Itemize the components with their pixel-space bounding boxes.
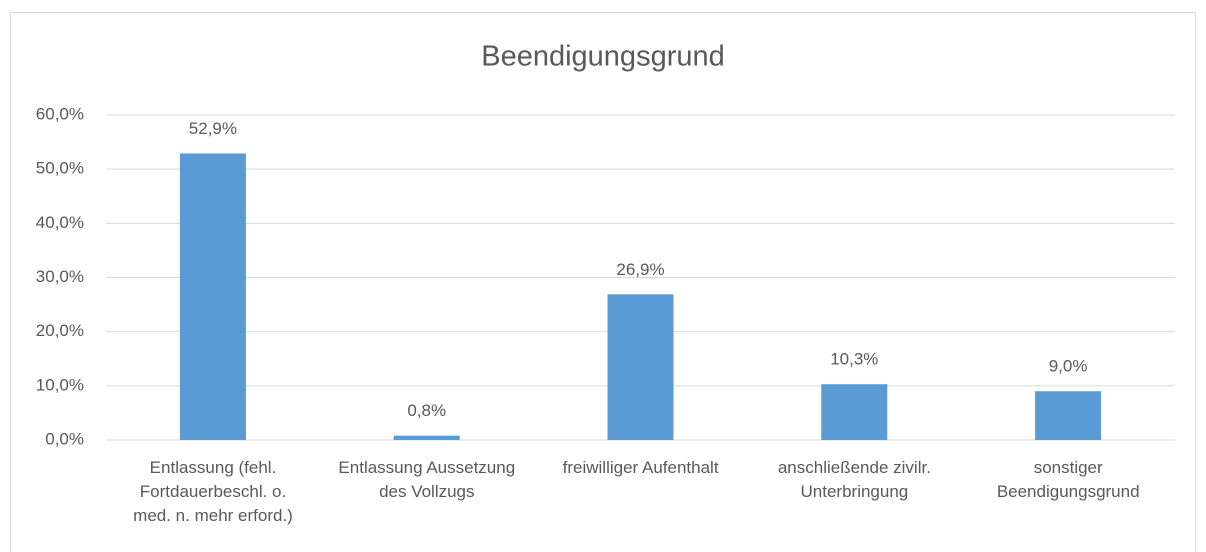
- bar: [1035, 391, 1102, 440]
- bar: [393, 435, 460, 440]
- data-label: 9,0%: [1049, 357, 1088, 376]
- x-tick-label: Entlassung (fehl. Fortdauerbeschl. o. me…: [133, 458, 293, 525]
- x-tick-label: freiwilliger Aufenthalt: [562, 458, 719, 477]
- y-tick-label: 30,0%: [36, 267, 84, 286]
- y-tick-label: 40,0%: [36, 213, 84, 232]
- y-tick-label: 20,0%: [36, 321, 84, 340]
- data-label: 52,9%: [189, 119, 237, 138]
- bar: [821, 384, 888, 440]
- data-label: 26,9%: [616, 260, 664, 279]
- bar: [607, 294, 674, 440]
- bar: [179, 153, 246, 441]
- chart-title: Beendigungsgrund: [481, 41, 724, 73]
- x-tick-label: anschließende zivilr. Unterbringung: [777, 458, 931, 501]
- y-tick-label: 60,0%: [36, 104, 84, 123]
- x-tick-label: sonstiger Beendigungsgrund: [996, 458, 1140, 501]
- y-tick-label: 0,0%: [45, 429, 84, 448]
- x-tick-label: Entlassung Aussetzung des Vollzugs: [338, 458, 516, 501]
- data-label: 10,3%: [830, 350, 878, 369]
- data-label: 0,8%: [407, 401, 446, 420]
- y-tick-label: 50,0%: [36, 159, 84, 178]
- y-tick-label: 10,0%: [36, 375, 84, 394]
